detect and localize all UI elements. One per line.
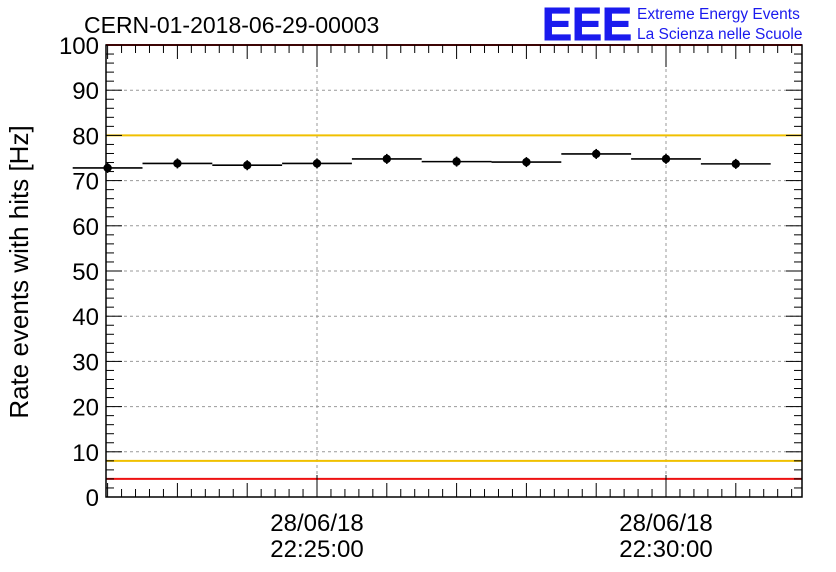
eee-logo: EEE Extreme Energy Events La Scienza nel… [542,0,803,51]
y-tick-label: 100 [59,33,99,60]
data-point [243,161,252,170]
data-point [522,157,531,167]
y-tick-label: 20 [72,395,99,422]
y-tick-labels: 0 10 20 30 40 50 60 70 80 90 100 [59,33,99,512]
y-axis-label: Rate events with hits [Hz] [4,125,34,418]
x-tick-time: 22:25:00 [270,536,363,563]
axis-ticks [106,44,802,498]
y-tick-label: 90 [72,78,99,105]
logo-line2: La Scienza nelle Scuole [637,26,802,43]
logo-line1: Extreme Energy Events [637,6,800,23]
data-point [173,159,182,168]
grid [106,45,802,497]
y-tick-label: 70 [72,169,99,196]
y-tick-label: 0 [86,485,99,512]
data-point [312,159,322,168]
y-tick-label: 30 [72,349,99,376]
x-tick-date: 28/06/18 [619,510,712,537]
y-tick-label: 40 [72,304,99,331]
x-tick-time: 22:30:00 [619,536,712,563]
data-point [661,154,671,164]
logo-mark: EEE [542,0,632,50]
x-tick-date: 28/06/18 [270,510,363,537]
y-tick-label: 80 [72,123,99,150]
data-points [72,148,771,173]
data-point [731,159,740,169]
y-tick-label: 10 [72,440,99,467]
chart-title: CERN-01-2018-06-29-00003 [84,12,379,38]
y-tick-label: 50 [72,259,99,286]
data-point [452,157,461,166]
data-point [382,154,391,164]
y-tick-label: 60 [72,214,99,241]
data-point [103,163,112,173]
plot-frame [105,44,803,498]
data-point [592,149,601,159]
reference-lines [106,44,802,480]
